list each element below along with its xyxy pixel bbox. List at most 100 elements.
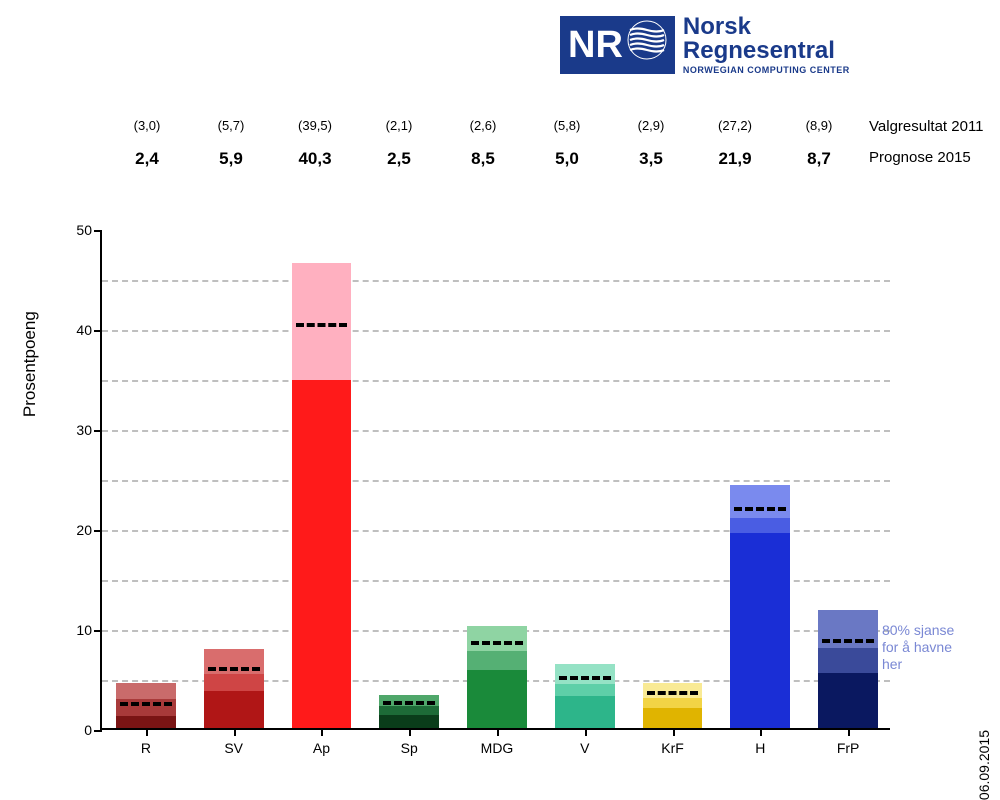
prognosis-marker xyxy=(559,676,611,680)
x-tick xyxy=(760,728,762,736)
x-tick-label: FrP xyxy=(837,740,860,756)
bar-segment xyxy=(555,684,615,696)
prognosis-marker xyxy=(296,323,348,327)
bar-segment xyxy=(204,674,264,691)
bar-segment xyxy=(116,683,176,699)
bar-segment xyxy=(730,518,790,533)
x-tick-label: SV xyxy=(224,740,243,756)
bar-chart: Prosentpoeng 01020304050RSVApSpMDGVKrFHF… xyxy=(40,210,920,770)
x-tick-label: Ap xyxy=(313,740,330,756)
y-tick xyxy=(94,530,102,532)
x-tick xyxy=(409,728,411,736)
bar-segment xyxy=(730,533,790,728)
valgresultat-cell: (27,2) xyxy=(693,118,777,135)
valgresultat-cell: (5,8) xyxy=(525,118,609,135)
prognosis-marker xyxy=(822,639,874,643)
logo-line1: Norsk xyxy=(683,15,850,39)
y-tick xyxy=(94,630,102,632)
bar-segment xyxy=(730,485,790,518)
x-tick-label: R xyxy=(141,740,151,756)
bar-segment xyxy=(643,708,703,728)
bar-KrF xyxy=(643,228,703,728)
prognose-row: 2,4 5,9 40,3 2,5 8,5 5,0 3,5 21,9 8,7 Pr… xyxy=(105,149,985,169)
y-tick-label: 40 xyxy=(64,322,92,338)
prognose-cell: 21,9 xyxy=(693,149,777,169)
x-tick-label: KrF xyxy=(661,740,684,756)
prognosis-marker xyxy=(734,507,786,511)
y-axis-title: Prosentpoeng xyxy=(20,311,40,417)
prognose-cell: 8,7 xyxy=(777,149,861,169)
logo-line2: Regnesentral xyxy=(683,39,850,63)
prognosis-marker xyxy=(120,702,172,706)
prognosis-marker xyxy=(471,641,523,645)
prognose-cell: 8,5 xyxy=(441,149,525,169)
x-tick-label: V xyxy=(580,740,589,756)
valgresultat-cell: (5,7) xyxy=(189,118,273,135)
bar-segment xyxy=(643,698,703,708)
probability-annotation: 80% sjansefor å havneher xyxy=(882,622,954,672)
bar-segment xyxy=(116,716,176,728)
bar-Sp xyxy=(379,228,439,728)
x-tick-label: MDG xyxy=(481,740,514,756)
prognosis-marker xyxy=(647,691,699,695)
bar-R xyxy=(116,228,176,728)
bar-Ap xyxy=(292,228,352,728)
date-stamp: 06.09.2015 xyxy=(976,730,992,800)
y-tick xyxy=(94,330,102,332)
logo-line3: NORWEGIAN COMPUTING CENTER xyxy=(683,65,850,75)
bar-segment xyxy=(467,670,527,728)
bar-segment xyxy=(467,626,527,651)
prognose-cell: 2,5 xyxy=(357,149,441,169)
y-tick-label: 50 xyxy=(64,222,92,238)
x-tick xyxy=(234,728,236,736)
logo-box: NR xyxy=(560,16,675,74)
valgresultat-cell: (2,6) xyxy=(441,118,525,135)
prognosis-marker xyxy=(208,667,260,671)
bar-segment xyxy=(818,673,878,728)
prognose-cell: 5,9 xyxy=(189,149,273,169)
x-tick-label: Sp xyxy=(401,740,418,756)
valgresultat-cell: (39,5) xyxy=(273,118,357,135)
y-tick xyxy=(94,230,102,232)
x-tick xyxy=(585,728,587,736)
x-tick-label: H xyxy=(755,740,765,756)
logo: NR Norsk Regnesentral NORWEGIAN COMPUTIN… xyxy=(560,15,850,75)
bar-segment xyxy=(379,715,439,728)
bar-V xyxy=(555,228,615,728)
valgresultat-cell: (2,9) xyxy=(609,118,693,135)
valgresultat-cell: (8,9) xyxy=(777,118,861,135)
valgresultat-cell: (3,0) xyxy=(105,118,189,135)
bar-segment xyxy=(818,648,878,673)
bar-segment xyxy=(379,706,439,715)
y-tick-label: 10 xyxy=(64,622,92,638)
bar-segment xyxy=(555,696,615,728)
y-tick-label: 20 xyxy=(64,522,92,538)
y-tick-label: 30 xyxy=(64,422,92,438)
prognose-cell: 2,4 xyxy=(105,149,189,169)
bar-segment xyxy=(292,380,352,728)
bar-H xyxy=(730,228,790,728)
x-tick xyxy=(497,728,499,736)
y-tick xyxy=(94,730,102,732)
bar-segment xyxy=(555,664,615,684)
valgresultat-cell: (2,1) xyxy=(357,118,441,135)
plot-area: 01020304050RSVApSpMDGVKrFHFrP xyxy=(100,230,890,730)
logo-waves-icon xyxy=(627,20,667,70)
logo-abbrev: NR xyxy=(568,24,623,67)
bar-segment xyxy=(204,691,264,728)
prognose-cell: 40,3 xyxy=(273,149,357,169)
valgresultat-label: Valgresultat 2011 xyxy=(869,118,984,135)
valgresultat-row: (3,0) (5,7) (39,5) (2,1) (2,6) (5,8) (2,… xyxy=(105,118,985,135)
y-tick xyxy=(94,430,102,432)
bar-FrP xyxy=(818,228,878,728)
x-tick xyxy=(146,728,148,736)
bar-segment xyxy=(467,651,527,670)
bar-MDG xyxy=(467,228,527,728)
x-tick xyxy=(673,728,675,736)
bar-SV xyxy=(204,228,264,728)
prognose-label: Prognose 2015 xyxy=(869,149,971,169)
logo-text: Norsk Regnesentral NORWEGIAN COMPUTING C… xyxy=(683,15,850,75)
prognosis-marker xyxy=(383,701,435,705)
bar-segment xyxy=(292,263,352,380)
x-tick xyxy=(848,728,850,736)
